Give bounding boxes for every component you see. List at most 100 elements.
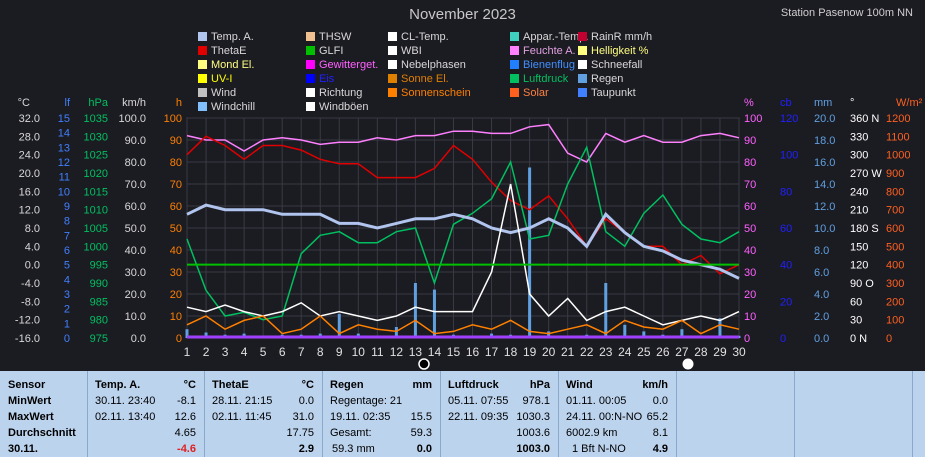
theta-min-value: 0.0 [298, 395, 314, 407]
theta-max-value: 31.0 [292, 411, 314, 423]
regen-max-time: 19.11. 02:35 [330, 411, 391, 423]
axis-tick-label: 0 [780, 333, 786, 345]
regen-header: Regen [330, 379, 364, 391]
regen-total-label: Gesamt: [330, 427, 372, 439]
legend-label: Taupunkt [591, 87, 636, 99]
empty-column-1 [677, 371, 795, 457]
series-line [186, 123, 740, 163]
axis-tick-label: 60 [850, 296, 862, 308]
axis-tick-label: -16.0 [15, 333, 40, 345]
x-tick-label: 9 [336, 345, 343, 359]
rain-bar [623, 324, 627, 338]
axis-tick-label: 0 N [850, 333, 867, 345]
axis-tick-label: 20 [780, 296, 792, 308]
druck-header: Luftdruck [448, 379, 499, 391]
legend-item: Sonnenschein [388, 86, 471, 100]
legend-label: GLFI [319, 45, 344, 57]
maxwert-label: MaxWert [8, 411, 54, 423]
legend-swatch [306, 88, 315, 97]
wind-distance: 6002.9 km [566, 427, 618, 439]
axis-tick-label: 150 [850, 241, 868, 253]
legend-item: Helligkeit % [578, 44, 648, 58]
axis-tick-label: 18.0 [814, 135, 835, 147]
legend-item: Eis [306, 72, 334, 86]
legend-swatch [306, 102, 315, 111]
legend-swatch [510, 60, 519, 69]
axis-tick-label: 240 [850, 186, 868, 198]
legend-swatch [198, 46, 207, 55]
wind-current-value: 4.9 [652, 443, 668, 455]
axis-tick-label: 90.0 [125, 135, 146, 147]
legend-swatch [510, 46, 519, 55]
legend-label: Bienenflug [523, 59, 575, 71]
regen-current-value: 0.0 [416, 443, 432, 455]
theta-unit: °C [301, 379, 314, 391]
axis-tick-label: 30.0 [125, 267, 146, 279]
minwert-label: MinWert [8, 395, 52, 407]
axis-tick-label: 1000 [886, 150, 910, 162]
axis-tick-label: 1025 [84, 150, 108, 162]
axis-tick-label: 40 [170, 245, 182, 257]
axis-tick-label: 1030 [84, 131, 108, 143]
axis-tick-label: 600 [886, 223, 904, 235]
axis-tick-label: 70.0 [125, 179, 146, 191]
axis-tick-label: 30 [744, 267, 756, 279]
axis-tick-label: 15 [58, 113, 70, 125]
legend-swatch [306, 32, 315, 41]
axis-tick-label: 6 [64, 245, 70, 257]
series-line [186, 203, 740, 280]
moon-full-icon [682, 358, 694, 370]
legend-swatch [578, 46, 587, 55]
axis-tick-label: 1020 [84, 168, 108, 180]
x-tick-label: 7 [298, 345, 305, 359]
wind-max-value: 65.2 [646, 411, 668, 423]
regen-column: Regen mm Regentage: 21 19.11. 02:35 15.5 G… [323, 371, 441, 457]
legend-item: Temp. A. [198, 30, 254, 44]
axis-tick-label: 8.0 [25, 223, 40, 235]
legend-item: Windchill [198, 100, 255, 114]
series-line [186, 183, 740, 326]
sensor-column: Sensor MinWert MaxWert Durchschnitt 30.1… [0, 371, 88, 457]
axis-tick-label: 900 [886, 168, 904, 180]
axis-tick-label: 360 N [850, 113, 879, 125]
axis-tick-label: 24.0 [19, 150, 40, 162]
druck-max-value: 1030.3 [516, 411, 550, 423]
axis-tick-label: 70 [170, 179, 182, 191]
axis-tick-label: -4.0 [21, 278, 40, 290]
axis-tick-label: 6.0 [814, 267, 829, 279]
axis-tick-label: 300 [850, 150, 868, 162]
axis-tick-label: 16.0 [19, 186, 40, 198]
rain-bar [413, 283, 417, 338]
axis-unit-label: % [744, 97, 754, 109]
axis-tick-label: 14.0 [814, 179, 835, 191]
axis-tick-label: 20 [744, 289, 756, 301]
rain-bar [394, 327, 398, 338]
axis-tick-label: 975 [90, 333, 108, 345]
legend-swatch [388, 60, 397, 69]
axis-unit-label: h [176, 97, 182, 109]
x-tick-label: 20 [542, 345, 556, 359]
axis-tick-label: 40 [744, 245, 756, 257]
wind-bft: 1 Bft N-NO [572, 443, 626, 455]
regen-unit: mm [412, 379, 432, 391]
x-tick-label: 29 [713, 345, 727, 359]
legend-swatch [578, 74, 587, 83]
axis-tick-label: 4 [64, 274, 70, 286]
wind-min-time: 01.11. 00:05 [566, 395, 627, 407]
axis-unit-label: mm [814, 97, 832, 109]
legend-swatch [510, 74, 519, 83]
x-tick-label: 27 [675, 345, 689, 359]
axis-tick-label: 980 [90, 315, 108, 327]
x-tick-label: 4 [241, 345, 248, 359]
legend-item: Mond El. [198, 58, 254, 72]
legend-item: Schneefall [578, 58, 642, 72]
axis-tick-label: 20.0 [814, 113, 835, 125]
legend-item: Luftdruck [510, 72, 568, 86]
axis-tick-label: 80 [744, 157, 756, 169]
rain-bar [642, 331, 646, 338]
x-tick-label: 11 [371, 345, 384, 359]
legend-label: Richtung [319, 87, 363, 99]
temp-column: Temp. A. °C 30.11. 23:40 -8.1 02.11. 13:40… [88, 371, 205, 457]
axis-tick-label: 5 [64, 260, 70, 272]
x-tick-label: 22 [580, 345, 594, 359]
